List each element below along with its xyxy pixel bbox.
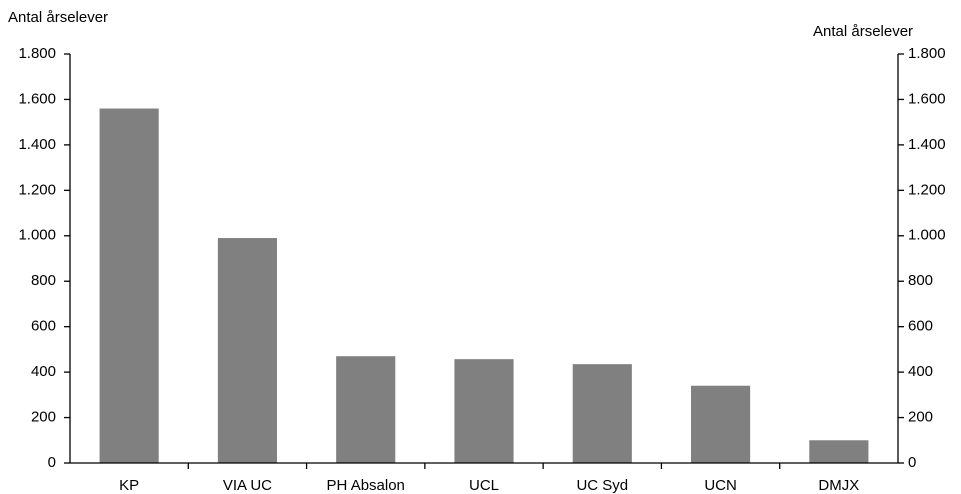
y2-tick-label: 0 [908, 454, 916, 471]
y-tick-label: 1.600 [18, 90, 56, 107]
x-tick-label: UCL [469, 477, 499, 494]
y2-tick-label: 1.000 [908, 227, 946, 244]
y-axis-label: Antal årselever [8, 9, 108, 26]
x-tick-label: UC Syd [576, 477, 628, 494]
x-tick-label: UCN [704, 477, 737, 494]
bar [99, 108, 159, 464]
y-tick-label: 1.000 [18, 227, 56, 244]
bar [809, 440, 869, 463]
y2-tick-label: 200 [908, 409, 933, 426]
y-tick-label: 0 [48, 454, 56, 471]
y2-tick-label: 600 [908, 318, 933, 335]
y-tick-label: 1.800 [18, 45, 56, 62]
bar [691, 385, 751, 463]
y-tick-label: 600 [31, 318, 56, 335]
bar [217, 238, 277, 463]
y-tick-label: 800 [31, 272, 56, 289]
bar [454, 359, 514, 463]
x-tick-label: DMJX [818, 477, 859, 494]
y-tick-label: 200 [31, 409, 56, 426]
x-tick-label: KP [119, 477, 139, 494]
y-tick-label: 1.200 [18, 181, 56, 198]
x-tick-label: PH Absalon [327, 477, 405, 494]
y2-tick-label: 1.800 [908, 45, 946, 62]
y-tick-label: 1.400 [18, 136, 56, 153]
y2-tick-label: 1.200 [908, 181, 946, 198]
bar [336, 356, 396, 463]
y2-tick-label: 1.400 [908, 136, 946, 153]
x-tick-label: VIA UC [223, 477, 272, 494]
y2-tick-label: 400 [908, 363, 933, 380]
y2-tick-label: 800 [908, 272, 933, 289]
bar [572, 364, 632, 463]
y2-tick-label: 1.600 [908, 90, 946, 107]
y2-axis-label: Antal årselever [813, 23, 913, 40]
y-tick-label: 400 [31, 363, 56, 380]
